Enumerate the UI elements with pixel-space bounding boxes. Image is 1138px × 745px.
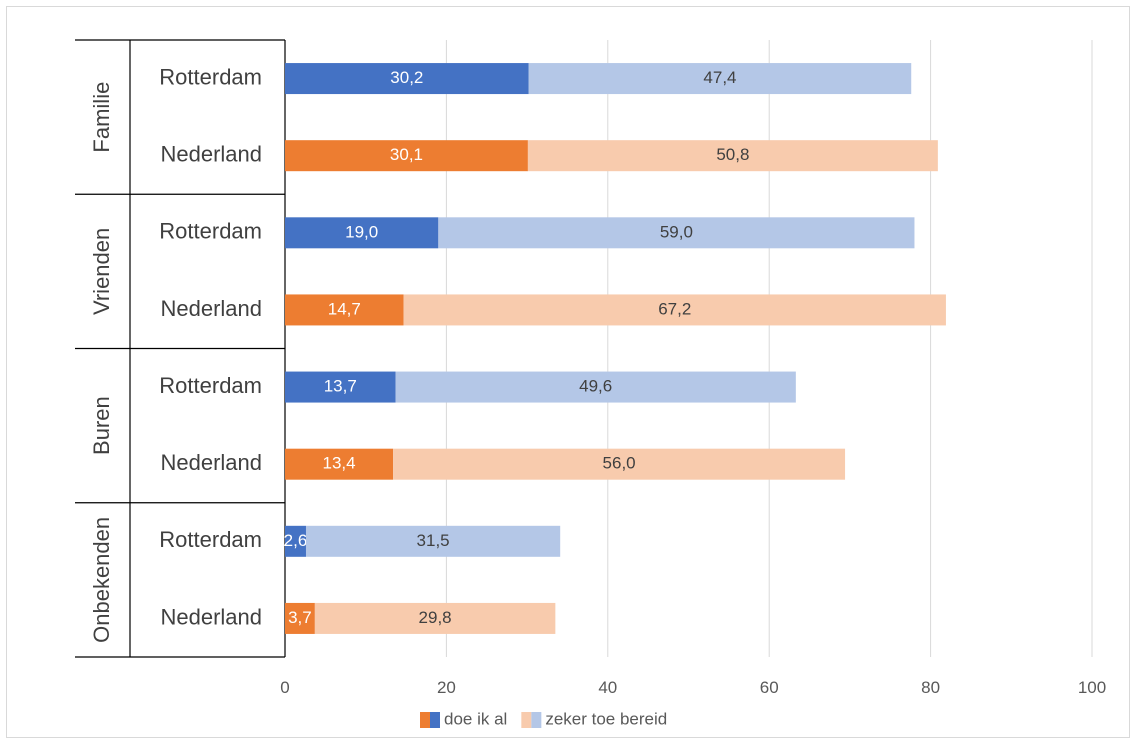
data-label: 19,0 [345,222,378,241]
group-label: Buren [89,396,114,455]
legend-label: doe ik al [444,709,507,728]
data-label: 67,2 [658,299,691,318]
data-label: 31,5 [417,531,450,550]
legend-label: zeker toe bereid [545,709,667,728]
bar-segment-zeker-toe-bereid [438,217,915,249]
data-label: 49,6 [579,377,612,396]
legend-swatch [430,712,440,728]
x-tick-label: 80 [921,678,940,697]
data-label: 13,7 [324,377,357,396]
group-label: Familie [89,82,114,153]
group-label: Onbekenden [89,517,114,643]
legend-swatch [521,712,532,728]
data-label: 56,0 [603,454,636,473]
bar-segment-zeker-toe-bereid [393,448,846,480]
bar-segment-zeker-toe-bereid [528,63,912,95]
data-label: 30,1 [390,145,423,164]
row-label: Nederland [160,142,262,167]
legend-swatch [531,712,542,728]
x-tick-label: 20 [437,678,456,697]
bar-segment-doe-ik-al [285,602,315,634]
data-label: 50,8 [716,145,749,164]
bar-segment-doe-ik-al [285,371,396,403]
x-tick-label: 60 [760,678,779,697]
group-label: Vrienden [89,228,114,315]
row-label: Rotterdam [159,527,262,552]
legend-swatch [420,712,430,728]
data-label: 30,2 [390,68,423,87]
data-label: 47,4 [703,68,736,87]
row-label: Rotterdam [159,373,262,398]
bar-segment-doe-ik-al [285,63,529,95]
row-label: Rotterdam [159,64,262,89]
row-label: Nederland [160,296,262,321]
data-label: 2,6 [284,531,308,550]
bar-segment-doe-ik-al [285,140,528,172]
x-tick-label: 0 [280,678,289,697]
x-tick-label: 40 [598,678,617,697]
bar-segment-doe-ik-al [285,448,394,480]
bar-segment-zeker-toe-bereid [314,602,556,634]
row-label: Rotterdam [159,219,262,244]
bar-segment-zeker-toe-bereid [395,371,796,403]
data-label: 29,8 [419,608,452,627]
bar-segment-doe-ik-al [285,217,439,249]
bar-segment-doe-ik-al [285,294,404,326]
data-label: 3,7 [288,608,312,627]
data-label: 13,4 [323,454,356,473]
bar-segment-zeker-toe-bereid [403,294,946,326]
bar-segment-zeker-toe-bereid [305,525,561,557]
data-label: 59,0 [660,222,693,241]
data-label: 14,7 [328,299,361,318]
x-tick-label: 100 [1078,678,1106,697]
row-label: Nederland [160,450,262,475]
row-label: Nederland [160,604,262,629]
bar-segment-doe-ik-al [285,525,306,557]
bar-segment-zeker-toe-bereid [527,140,938,172]
